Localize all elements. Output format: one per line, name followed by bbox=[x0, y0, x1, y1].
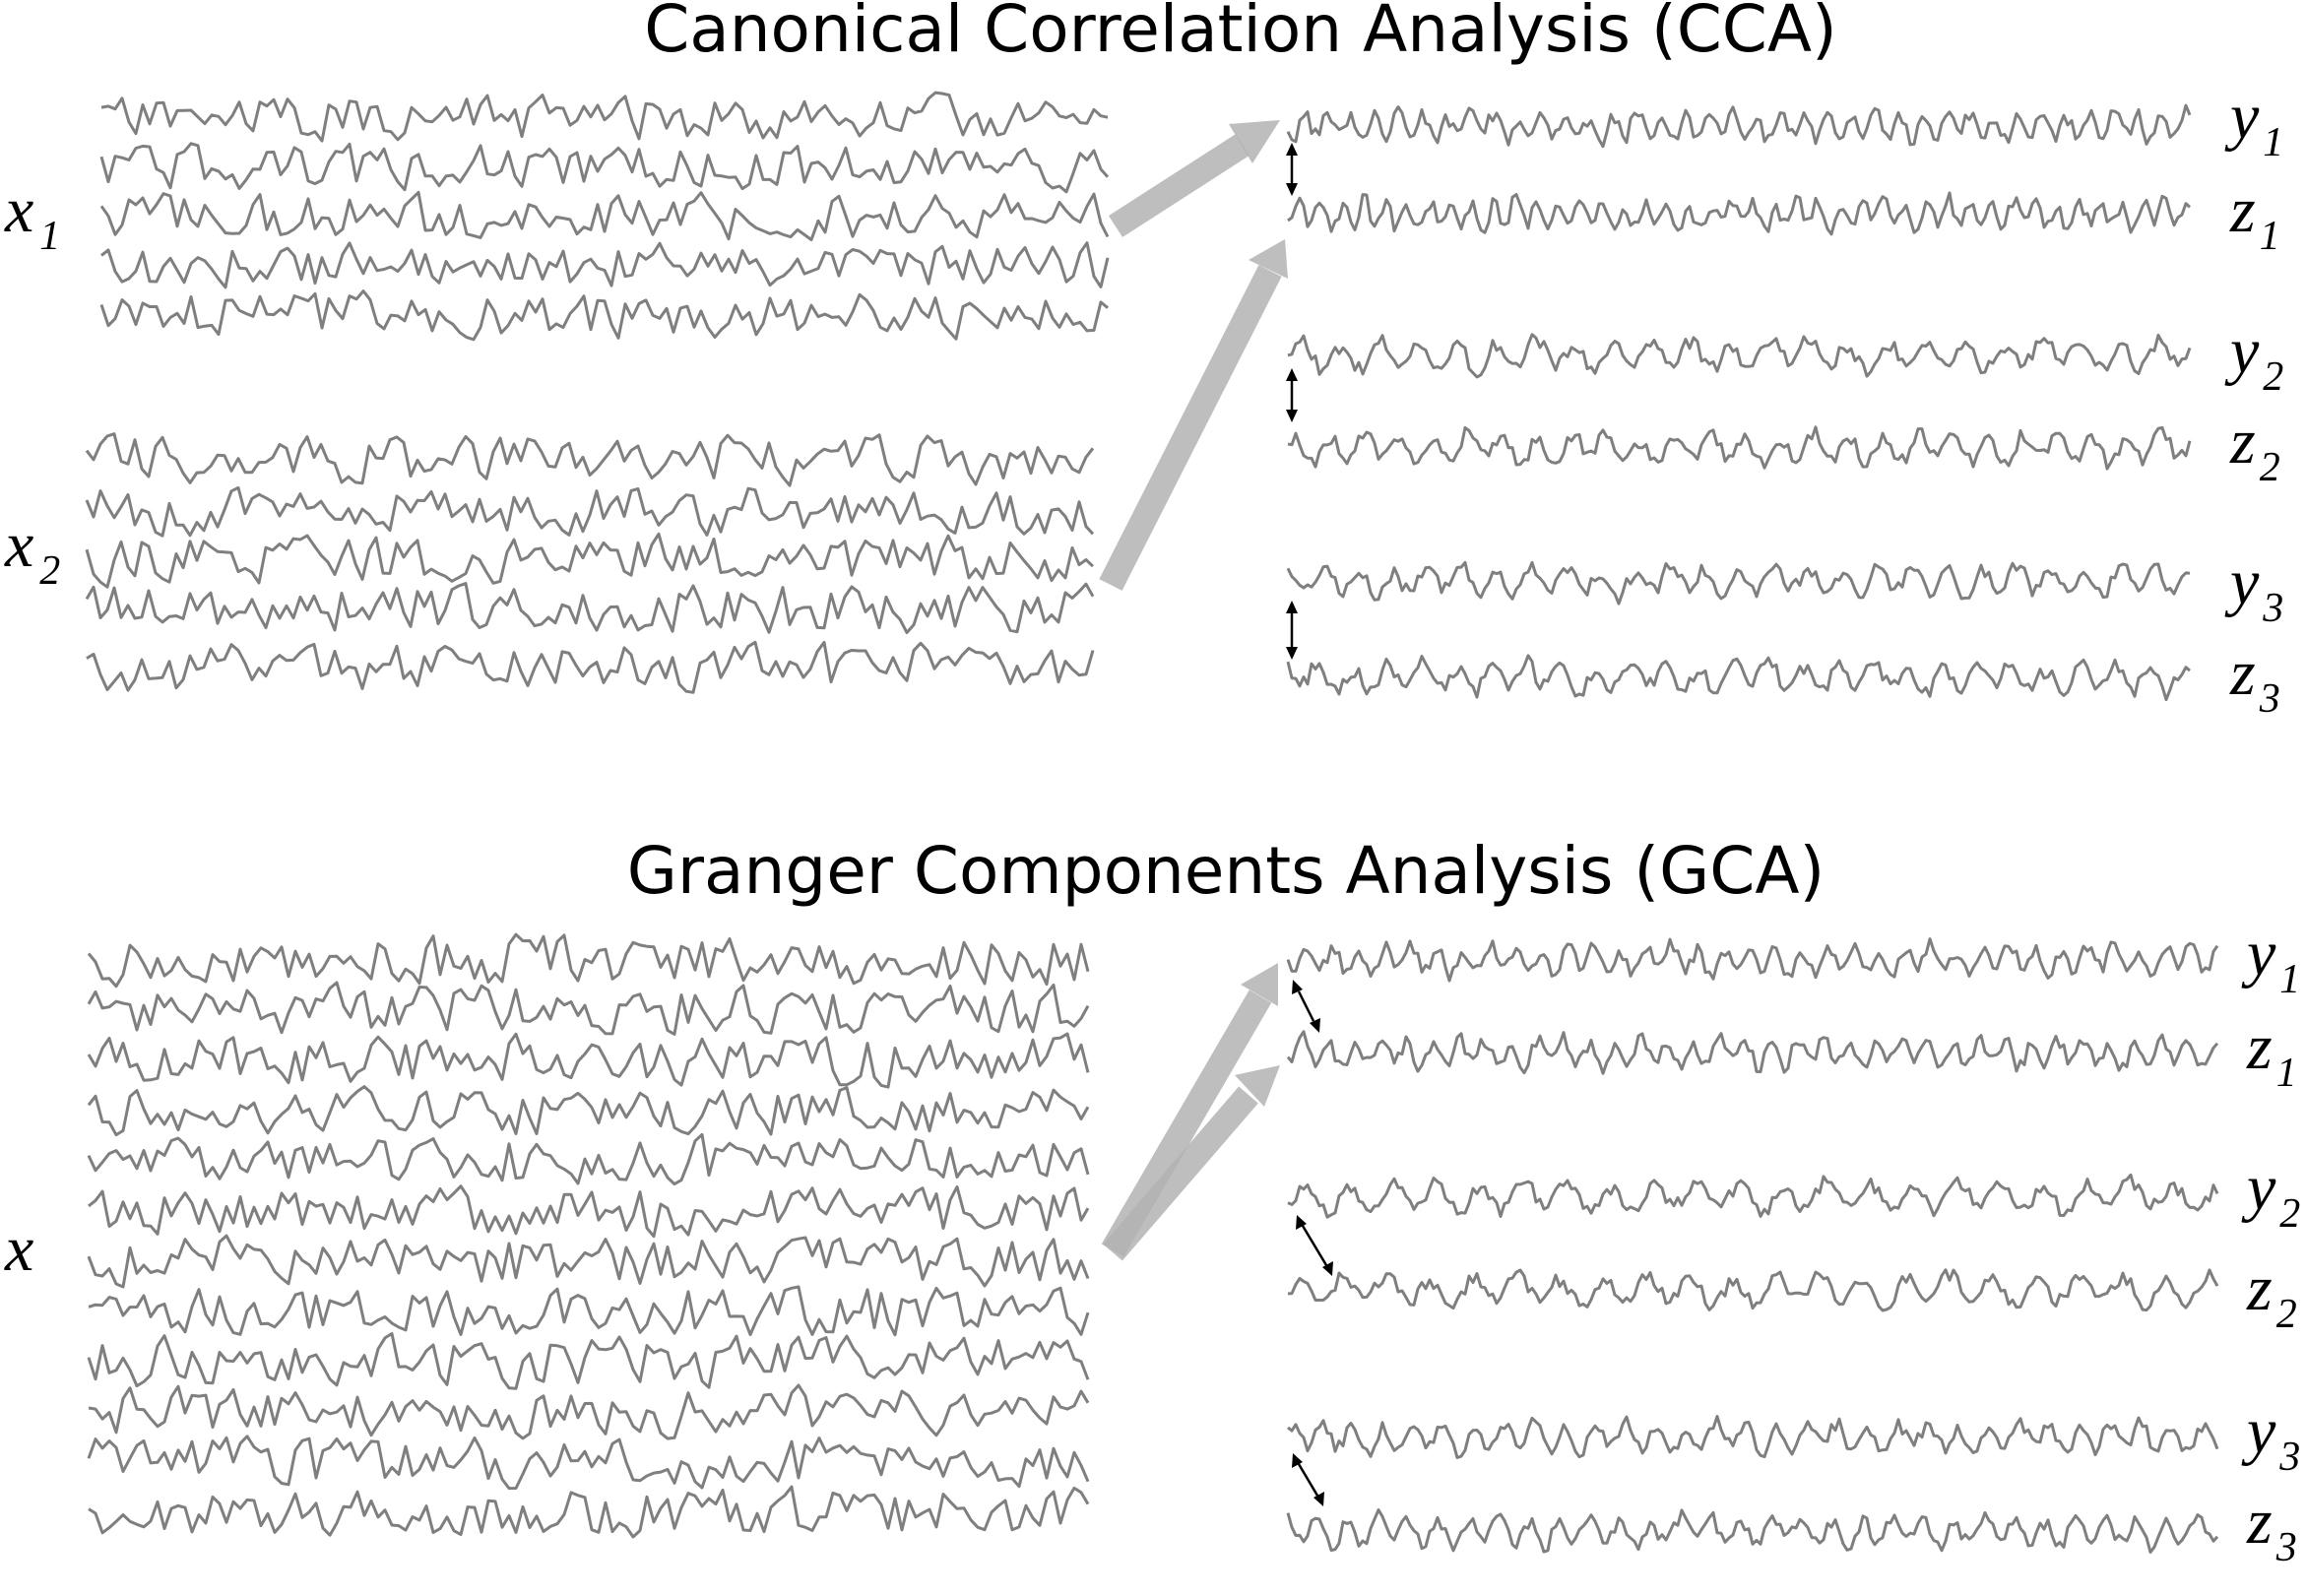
gca-output-label-y3: y3 bbox=[2241, 1395, 2300, 1480]
gca-output-traces bbox=[1286, 937, 2219, 1554]
cca-x2-traces bbox=[85, 432, 1095, 694]
gca-output-trace bbox=[1286, 937, 2219, 983]
cca-x1-trace bbox=[100, 91, 1109, 143]
gca-x-trace bbox=[87, 1234, 1090, 1289]
gca-x-trace bbox=[87, 1132, 1090, 1186]
cca-title: Canonical Correlation Analysis (CCA) bbox=[644, 0, 1837, 67]
gca-mapping-arrow-z bbox=[1103, 1065, 1280, 1261]
cca-x1-traces bbox=[99, 91, 1110, 342]
cca-x1-trace bbox=[99, 289, 1109, 342]
gca-lag-arrow-1 bbox=[1292, 980, 1320, 1033]
gca-x-trace bbox=[87, 1435, 1090, 1491]
cca-output-label-z3: z3 bbox=[2229, 637, 2280, 722]
gca-output-trace bbox=[1287, 1415, 2219, 1459]
cca-x1-trace bbox=[99, 142, 1110, 194]
cca-correlation-arrow-3 bbox=[1286, 601, 1298, 660]
gca-input-label-x: x bbox=[4, 1213, 33, 1285]
cca-output-label-y1: y1 bbox=[2224, 81, 2283, 165]
cca-correlation-arrow-1 bbox=[1286, 143, 1298, 196]
gca-output-trace bbox=[1287, 1173, 2219, 1219]
gca-output-trace bbox=[1286, 1508, 2219, 1554]
gca-output-label-y1: y1 bbox=[2241, 918, 2300, 1002]
gca-x-trace bbox=[87, 1332, 1090, 1390]
cca-correlation-arrow-2 bbox=[1286, 368, 1298, 422]
gca-output-label-z2: z2 bbox=[2246, 1252, 2297, 1337]
gca-x-trace bbox=[87, 1032, 1090, 1089]
gca-lag-arrow-3 bbox=[1292, 1453, 1324, 1506]
cca-x2-trace bbox=[85, 432, 1095, 487]
cca-output-trace bbox=[1287, 191, 2192, 236]
cca-output-trace bbox=[1286, 560, 2191, 606]
gca-title: Granger Components Analysis (GCA) bbox=[627, 833, 1826, 909]
cca-output-trace bbox=[1286, 103, 2192, 149]
cca-output-trace bbox=[1287, 333, 2192, 379]
gca-output-label-y2: y2 bbox=[2241, 1152, 2300, 1237]
gca-x-trace bbox=[88, 1184, 1090, 1239]
cca-output-label-z2: z2 bbox=[2229, 406, 2280, 490]
cca-x1-trace bbox=[99, 190, 1110, 241]
gca-x-trace bbox=[87, 1085, 1090, 1137]
cca-output-trace bbox=[1287, 425, 2192, 471]
cca-x1-trace bbox=[100, 241, 1110, 289]
gca-x-traces bbox=[87, 932, 1090, 1539]
gca-output-label-z1: z1 bbox=[2246, 1011, 2297, 1096]
cca-x2-trace bbox=[85, 582, 1095, 634]
cca-output-traces bbox=[1286, 103, 2192, 702]
cca-mapping-arrow-x2 bbox=[1099, 239, 1288, 591]
cca-x2-trace bbox=[85, 485, 1095, 538]
cca-output-trace bbox=[1286, 654, 2191, 702]
gca-x-trace bbox=[87, 981, 1090, 1036]
cca-output-label-z1: z1 bbox=[2229, 174, 2280, 259]
gca-x-trace bbox=[88, 1285, 1090, 1337]
cca-x2-trace bbox=[85, 532, 1095, 589]
cca-x2-trace bbox=[86, 640, 1095, 694]
cca-mapping-arrow-x1 bbox=[1108, 120, 1280, 237]
cca-output-label-y3: y3 bbox=[2224, 546, 2283, 631]
gca-output-trace bbox=[1286, 1030, 2219, 1075]
gca-lag-arrow-2 bbox=[1296, 1215, 1333, 1276]
gca-x-trace bbox=[88, 1383, 1090, 1440]
gca-panel: Granger Components Analysis (GCA) x y1 z… bbox=[4, 833, 2300, 1570]
cca-output-label-y2: y2 bbox=[2224, 315, 2283, 400]
gca-output-trace bbox=[1287, 1268, 2219, 1312]
gca-x-trace bbox=[88, 1485, 1090, 1539]
gca-x-trace bbox=[87, 932, 1090, 989]
gca-output-label-z3: z3 bbox=[2246, 1486, 2297, 1570]
